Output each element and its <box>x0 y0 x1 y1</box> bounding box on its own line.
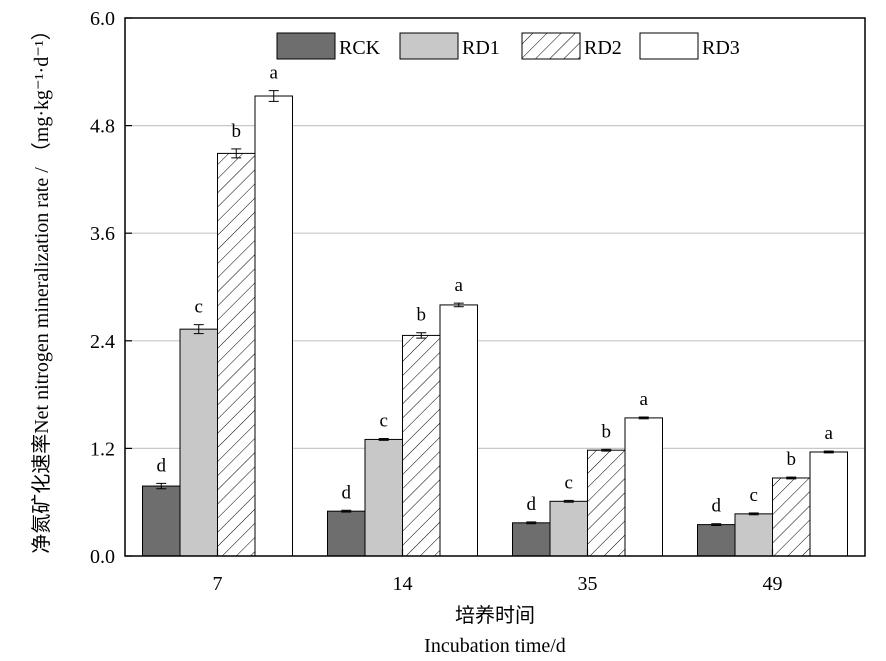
bar-rd1 <box>549 500 588 557</box>
error-bar <box>526 521 537 525</box>
plot-frame <box>124 17 866 557</box>
legend: RCK RD1 RD2 RD3 <box>276 32 740 60</box>
significance-label: c <box>565 472 573 493</box>
y-axis-title-cn: 净氮矿化速率 <box>30 434 53 554</box>
significance-label: c <box>195 297 203 318</box>
error-bar <box>416 332 427 339</box>
legend-swatch <box>521 32 581 60</box>
x-tick-label: 35 <box>578 573 598 595</box>
bars <box>142 95 848 557</box>
x-tick-label: 49 <box>763 573 783 595</box>
bar-rd2 <box>587 449 626 557</box>
significance-label: d <box>157 455 167 476</box>
legend-swatch <box>276 32 336 60</box>
bar-rd3 <box>809 451 848 557</box>
significance-label: c <box>750 485 758 506</box>
y-axis-title-text: 净氮矿化速率Net nitrogen mineralization rate /… <box>30 20 53 554</box>
y-tick-label: 4.8 <box>90 116 115 138</box>
error-bar <box>268 90 279 102</box>
legend-item-rd3: RD3 <box>639 32 740 60</box>
error-bar <box>748 512 759 516</box>
bar-rck <box>142 485 181 557</box>
legend-label: RD3 <box>702 37 740 59</box>
x-axis-title-cn: 培养时间 <box>455 604 535 627</box>
significance-label: b <box>232 121 242 142</box>
x-tick-label: 7 <box>213 573 223 595</box>
bar-rd1 <box>179 328 218 557</box>
error-bar <box>156 482 167 490</box>
significance-label: a <box>825 423 834 444</box>
legend-swatch <box>639 32 699 60</box>
legend-swatch <box>399 32 459 60</box>
y-tick-label: 6.0 <box>90 8 115 30</box>
x-axis-ticks: 7 14 35 49 <box>213 549 783 595</box>
error-bar <box>823 450 834 454</box>
bar-rck <box>327 510 366 557</box>
bar-rd2 <box>402 334 441 557</box>
error-bar <box>638 416 649 420</box>
significance-label: d <box>342 482 352 503</box>
y-axis-title-en: Net nitrogen mineralization rate / <box>31 162 53 434</box>
significance-label: b <box>417 305 427 326</box>
bar-rd1 <box>364 438 403 557</box>
bar-rd3 <box>439 304 478 557</box>
legend-label: RCK <box>339 37 381 59</box>
y-axis-title-unit: （mg·kg⁻¹·d⁻¹） <box>30 20 53 162</box>
error-bar <box>563 499 574 503</box>
error-bars <box>156 90 834 527</box>
significance-label: d <box>527 494 537 515</box>
error-bar <box>786 476 797 480</box>
bar-rd3 <box>254 95 293 557</box>
significance-label: d <box>712 496 722 517</box>
y-axis-title: 净氮矿化速率Net nitrogen mineralization rate /… <box>30 20 53 554</box>
legend-item-rd1: RD1 <box>399 32 500 60</box>
y-tick-label: 1.2 <box>90 438 115 460</box>
significance-label: a <box>640 389 649 410</box>
legend-item-rd2: RD2 <box>521 32 622 60</box>
legend-label: RD1 <box>462 37 500 59</box>
y-tick-label: 3.6 <box>90 223 115 245</box>
y-tick-label: 0.0 <box>90 546 115 568</box>
significance-label: a <box>455 275 464 296</box>
error-bar <box>193 324 204 335</box>
bar-rd3 <box>624 417 663 557</box>
error-bar <box>378 438 389 441</box>
significance-label: b <box>602 421 612 442</box>
bar-rck <box>697 524 736 557</box>
error-bar <box>453 302 464 308</box>
significance-label: c <box>380 411 388 432</box>
significance-labels: d c b a d c b a d c b a d c b a <box>157 63 834 517</box>
legend-label: RD2 <box>584 37 622 59</box>
x-tick-label: 14 <box>393 573 413 595</box>
error-bar <box>341 509 352 513</box>
bar-rd1 <box>734 513 773 557</box>
significance-label: b <box>787 449 797 470</box>
x-axis-title-en: Incubation time/d <box>424 635 566 657</box>
bar-rd2 <box>217 152 256 557</box>
error-bar <box>231 148 242 159</box>
y-tick-label: 2.4 <box>90 331 115 353</box>
bar-rck <box>512 522 551 557</box>
significance-label: a <box>270 63 279 84</box>
legend-item-rck: RCK <box>276 32 381 60</box>
error-bar <box>601 448 612 452</box>
error-bar <box>711 523 722 527</box>
bar-rd2 <box>772 477 811 557</box>
y-axis-ticks: 0.0 1.2 2.4 3.6 4.8 6.0 <box>90 8 132 568</box>
